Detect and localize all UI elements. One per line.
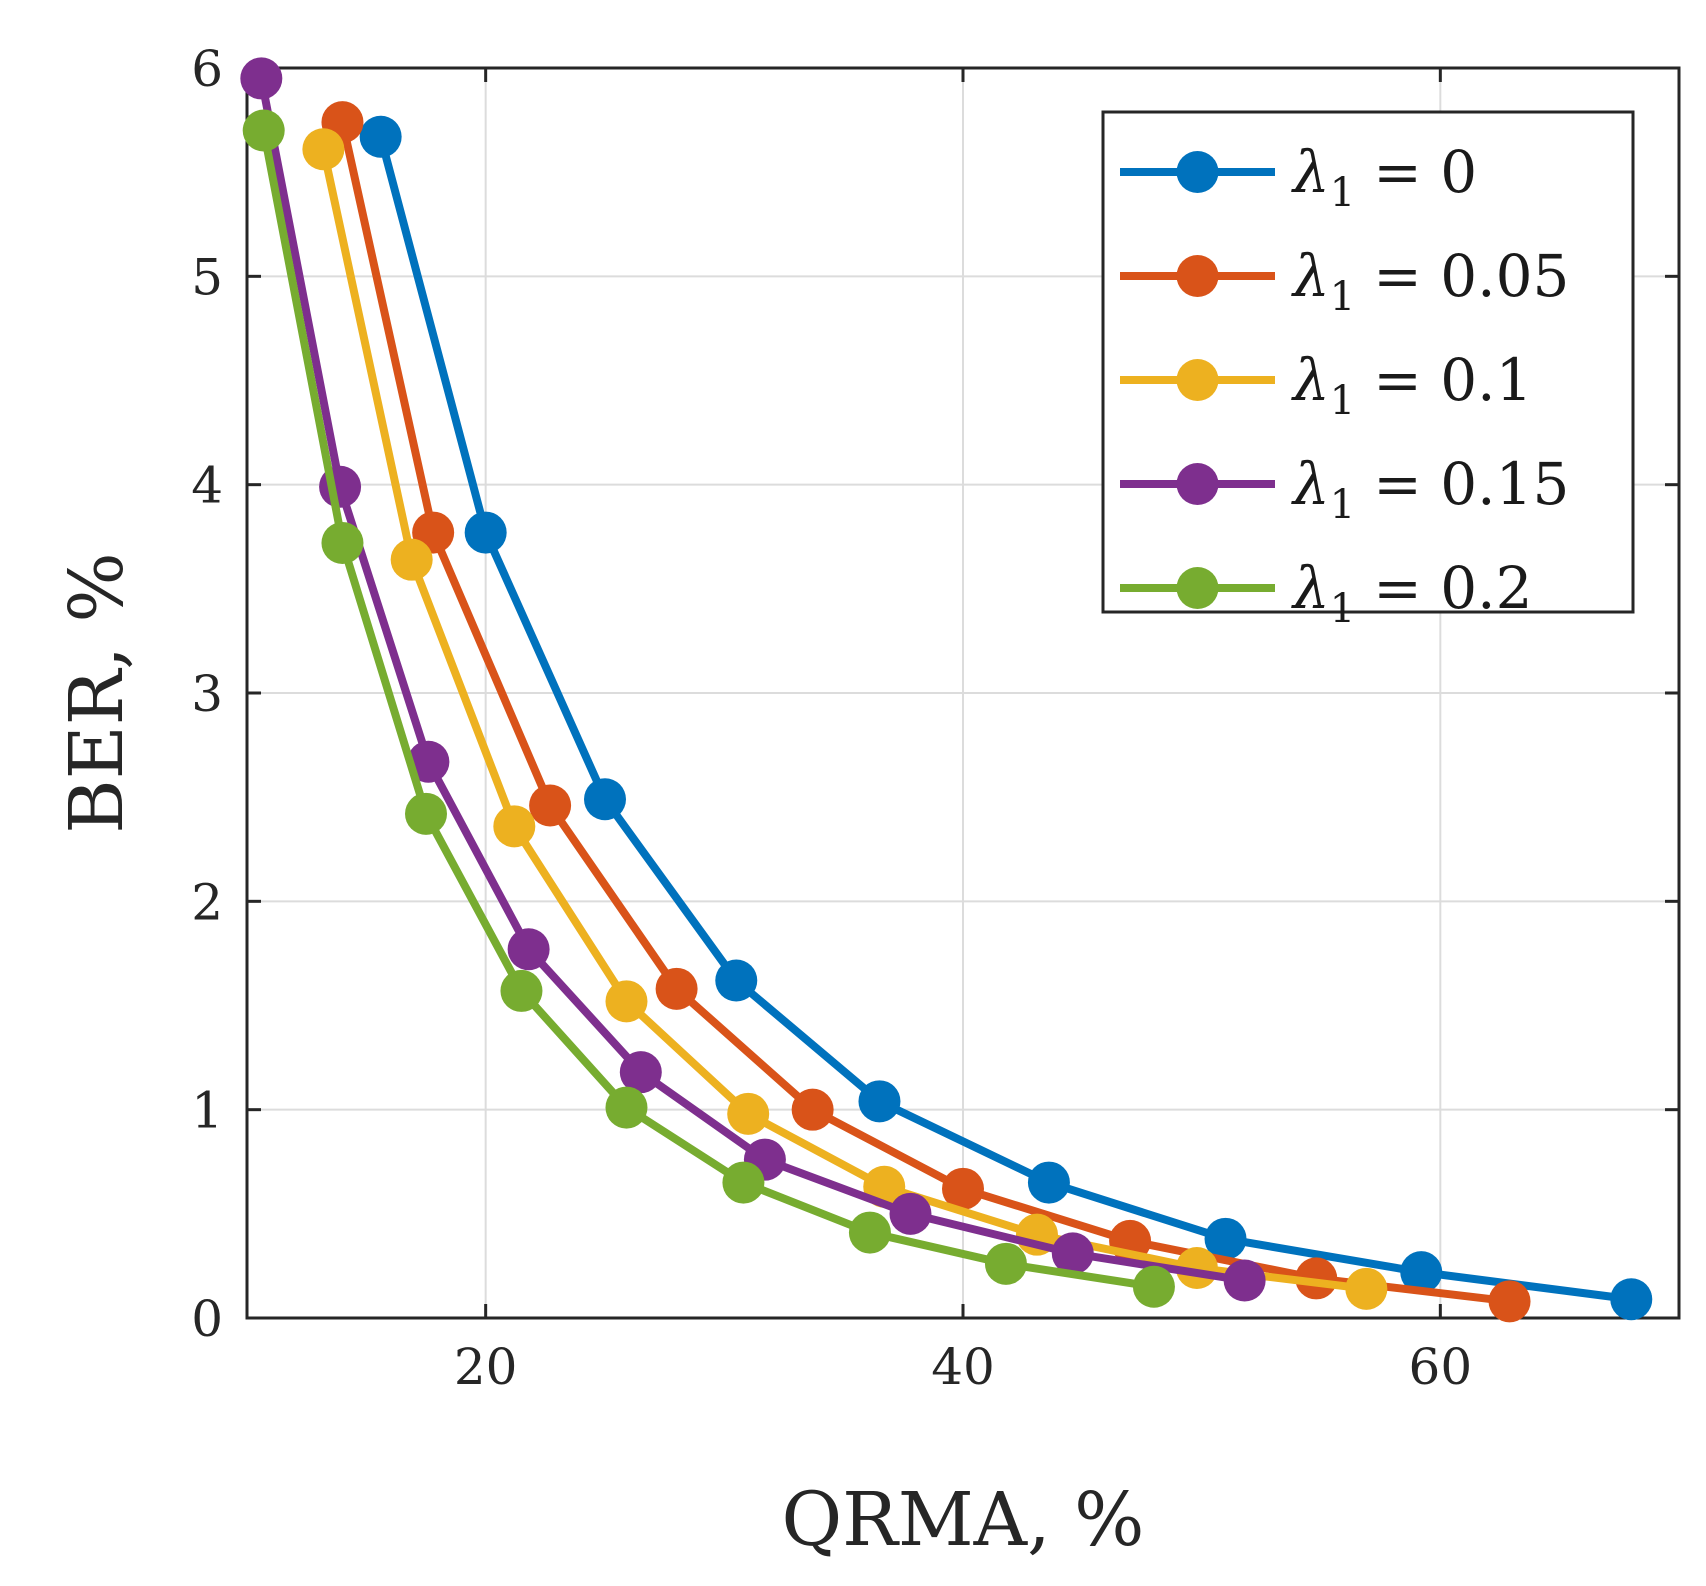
series-group <box>302 128 1388 1310</box>
legend-value: = 0.1 <box>1373 346 1532 414</box>
data-point <box>240 57 283 100</box>
data-point <box>507 928 550 971</box>
y-tick-label: 6 <box>191 40 223 98</box>
axis-ticks: 20 40 60 0 1 2 3 4 5 6 <box>191 40 1679 1396</box>
legend-label: λ1 = 0.05 <box>1291 242 1569 320</box>
legend-marker <box>1176 567 1219 609</box>
data-point <box>242 109 285 152</box>
data-point <box>464 511 507 554</box>
legend-value: = 0.15 <box>1373 450 1569 518</box>
data-point <box>529 784 572 827</box>
y-tick-label: 0 <box>191 1290 223 1348</box>
data-point <box>715 959 758 1002</box>
data-point <box>942 1167 984 1210</box>
data-point <box>1132 1265 1175 1308</box>
legend-entry: λ1 = 0.15 <box>1120 450 1569 528</box>
legend-lambda: λ <box>1291 242 1330 310</box>
legend-lambda: λ <box>1291 346 1330 414</box>
data-point <box>655 967 698 1010</box>
data-point <box>1345 1267 1388 1310</box>
data-point <box>1051 1232 1094 1275</box>
data-point <box>1610 1278 1653 1321</box>
legend-subscript: 1 <box>1330 170 1355 216</box>
series-group <box>240 57 1266 1302</box>
data-point <box>321 522 364 564</box>
data-point <box>407 740 450 783</box>
data-point <box>858 1080 901 1123</box>
data-point <box>791 1088 834 1131</box>
legend-entry: λ1 = 0 <box>1120 138 1477 216</box>
x-tick-label: 20 <box>454 1338 518 1396</box>
legend-label: λ1 = 0.2 <box>1291 554 1533 632</box>
data-point <box>605 980 648 1023</box>
data-point <box>984 1242 1027 1285</box>
legend-lambda: λ <box>1291 450 1330 518</box>
y-tick-label: 3 <box>191 665 223 723</box>
legend-subscript: 1 <box>1330 274 1355 320</box>
x-axis-label: QRMA, % <box>782 1477 1145 1563</box>
legend-entry: λ1 = 0.2 <box>1120 554 1533 632</box>
legend-entry: λ1 = 0.1 <box>1120 346 1533 424</box>
series-group <box>359 115 1653 1321</box>
legend-value: = 0.2 <box>1373 554 1532 622</box>
series-group <box>242 109 1175 1308</box>
legend-subscript: 1 <box>1330 586 1355 632</box>
y-tick-label: 5 <box>191 248 223 306</box>
legend-marker <box>1176 359 1219 401</box>
y-tick-label: 2 <box>191 873 223 931</box>
data-point <box>302 128 345 171</box>
data-point <box>727 1092 770 1135</box>
data-point <box>1027 1161 1070 1204</box>
data-point <box>493 805 536 848</box>
legend-value: = 0.05 <box>1373 242 1569 310</box>
legend-marker <box>1176 255 1219 297</box>
data-point <box>359 115 402 158</box>
legend-label: λ1 = 0.1 <box>1291 346 1533 424</box>
legend-value: = 0 <box>1373 138 1477 206</box>
data-point <box>722 1161 765 1204</box>
x-tick-label: 40 <box>931 1338 995 1396</box>
data-point <box>405 792 447 835</box>
legend-box <box>1101 110 1635 614</box>
data-point <box>605 1086 648 1129</box>
data-point <box>1295 1257 1338 1300</box>
legend-subscript: 1 <box>1330 378 1355 424</box>
data-point <box>848 1211 891 1254</box>
data-point <box>1400 1251 1443 1294</box>
data-point <box>1488 1280 1531 1323</box>
legend-lambda: λ <box>1291 138 1330 206</box>
data-point <box>889 1192 932 1235</box>
y-axis-label: BER, % <box>54 552 140 833</box>
legend-entry: λ1 = 0.05 <box>1120 242 1569 320</box>
legend-marker <box>1176 151 1219 193</box>
legend-marker <box>1176 463 1219 505</box>
y-tick-label: 4 <box>191 457 223 515</box>
legend-subscript: 1 <box>1330 482 1355 528</box>
data-point <box>1223 1259 1266 1302</box>
data-point <box>390 538 433 581</box>
data-series <box>240 57 1653 1323</box>
legend-label: λ1 = 0.15 <box>1291 450 1569 528</box>
data-point <box>1204 1217 1247 1260</box>
data-point <box>500 969 543 1012</box>
data-point <box>619 1051 662 1094</box>
y-tick-label: 1 <box>191 1082 223 1140</box>
x-tick-label: 60 <box>1409 1338 1473 1396</box>
legend-label: λ1 = 0 <box>1291 138 1477 216</box>
legend-lambda: λ <box>1291 554 1330 622</box>
data-point <box>584 778 626 821</box>
